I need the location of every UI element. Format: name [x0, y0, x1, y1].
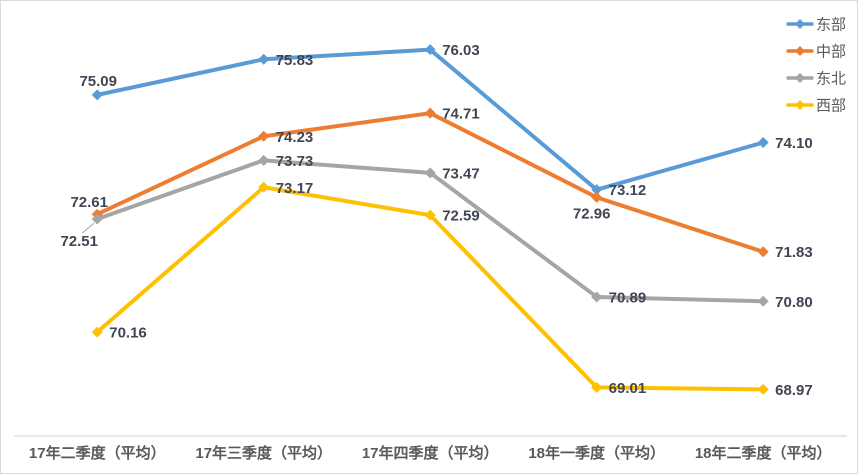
series-中部: 72.61 74.23 74.71 72.96 71.83 [70, 106, 812, 262]
data-label: 74.10 [775, 135, 813, 152]
data-point-marker [757, 295, 769, 307]
data-point-marker [591, 381, 603, 393]
x-axis-label: 17年三季度（平均） [195, 444, 332, 462]
legend-label: 东北 [816, 71, 846, 88]
data-point-marker [258, 181, 270, 193]
legend-item-东部: 东部 [786, 17, 846, 34]
data-label: 70.89 [609, 289, 647, 306]
data-label: 75.83 [276, 52, 314, 69]
data-label: 72.96 [573, 205, 611, 222]
x-axis-label: 17年四季度（平均） [362, 444, 499, 462]
data-label: 75.09 [79, 73, 117, 90]
x-axis-label: 17年二季度（平均） [29, 444, 166, 462]
data-point-marker [424, 107, 436, 119]
data-label: 74.71 [442, 106, 480, 123]
legend-label: 西部 [816, 98, 846, 115]
data-point-marker [424, 209, 436, 221]
legend-diamond-marker [795, 73, 805, 83]
data-label: 69.01 [609, 380, 647, 397]
data-point-marker [591, 291, 603, 303]
data-label: 71.83 [775, 244, 813, 261]
legend-diamond-marker [795, 46, 805, 56]
series-西部: 70.16 73.17 72.59 69.01 68.97 [91, 180, 813, 399]
data-point-marker [591, 184, 603, 196]
x-axis-label: 18年二季度（平均） [695, 444, 832, 462]
data-label: 70.80 [775, 294, 813, 311]
data-point-marker [91, 326, 103, 338]
data-label: 74.23 [276, 129, 314, 146]
data-point-marker [258, 53, 270, 65]
data-label: 73.73 [276, 153, 314, 170]
x-axis-label: 18年一季度（平均） [528, 444, 665, 462]
data-point-marker [757, 246, 769, 258]
series-东北: 72.51 73.73 73.47 70.89 70.80 [60, 153, 812, 311]
data-label: 73.12 [609, 182, 647, 199]
data-point-marker [757, 137, 769, 149]
legend-diamond-marker [795, 100, 805, 110]
data-label: 73.17 [276, 180, 314, 197]
data-point-marker [258, 154, 270, 166]
data-point-marker [591, 191, 603, 203]
data-label: 72.51 [60, 233, 98, 250]
data-label: 72.61 [70, 194, 108, 211]
data-point-marker [91, 89, 103, 101]
legend-item-东北: 东北 [786, 71, 846, 88]
label-leader-line [81, 222, 95, 234]
data-label: 72.59 [442, 208, 480, 225]
series-东部: 75.09 75.83 76.03 73.12 74.10 [79, 42, 812, 199]
data-point-marker [757, 383, 769, 395]
data-point-marker [91, 213, 103, 225]
data-label: 70.16 [109, 325, 147, 342]
data-label: 73.47 [442, 165, 480, 182]
legend-label: 中部 [816, 44, 846, 61]
legend-item-中部: 中部 [786, 44, 846, 61]
data-point-marker [424, 167, 436, 179]
data-label: 76.03 [442, 42, 480, 59]
data-point-marker [424, 44, 436, 56]
legend-diamond-marker [795, 19, 805, 29]
legend-item-西部: 西部 [786, 98, 846, 115]
data-label: 68.97 [775, 382, 813, 399]
legend-label: 东部 [816, 17, 846, 34]
series-line-东北 [95, 158, 766, 304]
data-point-marker [258, 130, 270, 142]
